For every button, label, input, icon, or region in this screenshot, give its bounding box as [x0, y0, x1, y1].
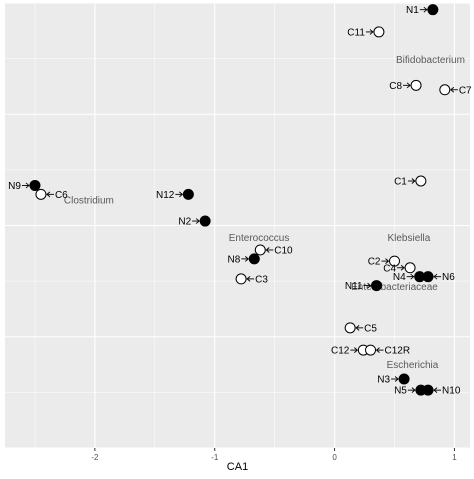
- data-point: [410, 79, 422, 91]
- label-arrowhead: [400, 264, 405, 271]
- annotation-label: Klebsiella: [387, 233, 430, 244]
- data-point: [235, 273, 247, 285]
- data-point: [422, 384, 434, 396]
- annotation-label: Bifidobacterium: [396, 55, 465, 66]
- annotation-label: Enterococcus: [229, 233, 290, 244]
- label-arrowhead: [25, 182, 30, 189]
- data-point: [248, 253, 260, 265]
- data-point: [365, 344, 377, 356]
- data-point: [398, 373, 410, 385]
- data-point: [371, 280, 383, 292]
- point-label: N2: [178, 217, 191, 228]
- data-point: [388, 255, 400, 267]
- label-arrowhead: [411, 387, 416, 393]
- label-arrowhead: [354, 347, 359, 353]
- point-label: N1: [406, 5, 419, 16]
- label-arrowhead: [369, 29, 374, 35]
- point-label: N4: [393, 272, 406, 283]
- annotation-label: Enterobacteriaceae: [351, 282, 438, 293]
- label-arrowhead: [385, 258, 390, 264]
- label-arrowhead: [179, 191, 184, 198]
- data-point: [427, 4, 439, 16]
- data-point: [254, 244, 266, 256]
- label-arrowhead: [450, 86, 455, 93]
- label-arrowhead: [433, 273, 438, 280]
- x-axis-label: CA1: [227, 461, 248, 473]
- data-point: [404, 262, 416, 274]
- data-point: [415, 175, 427, 187]
- data-point: [373, 26, 385, 38]
- point-label: C10: [274, 245, 293, 256]
- point-label: C5: [364, 323, 377, 334]
- label-arrowhead: [410, 273, 415, 280]
- annotations: Bifidobacterium Clostridium Enterococcus Kl…: [64, 55, 465, 371]
- label-arrowhead: [244, 256, 249, 262]
- annotation-label: Escherichia: [387, 360, 439, 371]
- data-point: [182, 188, 194, 200]
- point-label: N9: [8, 181, 21, 192]
- point-label: C2: [368, 257, 381, 268]
- point-label: N3: [377, 375, 390, 386]
- label-arrowhead: [433, 387, 438, 393]
- point-label: C12: [331, 346, 350, 357]
- x-tick-label: -1: [211, 453, 219, 462]
- point-label: N11: [345, 281, 363, 292]
- label-arrowhead: [394, 376, 399, 382]
- x-tick-label: 1: [452, 453, 457, 462]
- data-point: [29, 179, 41, 191]
- point-label: C4: [383, 263, 396, 274]
- point-label: C12R: [385, 346, 411, 357]
- point-label: N6: [442, 272, 455, 283]
- label-arrowhead: [375, 347, 380, 353]
- data-points: [29, 4, 451, 396]
- point-label: C7: [459, 85, 472, 96]
- point-label: N12: [156, 190, 175, 201]
- label-arrowhead: [355, 325, 360, 331]
- label-arrowhead: [265, 247, 270, 253]
- point-label: N8: [227, 254, 240, 265]
- label-arrowhead: [46, 191, 51, 198]
- label-arrowhead: [411, 178, 416, 184]
- label-arrowhead: [246, 276, 251, 282]
- label-arrowhead: [367, 282, 372, 289]
- point-label: C8: [389, 81, 402, 92]
- label-arrowhead: [423, 6, 428, 13]
- point-label: N10: [442, 386, 461, 397]
- data-point: [199, 215, 211, 227]
- x-tick-label: -2: [91, 453, 99, 462]
- data-point: [422, 271, 434, 283]
- point-label: C3: [255, 274, 268, 285]
- x-axis: -2 -1 0 1: [91, 448, 457, 462]
- point-label: C6: [55, 190, 68, 201]
- grid-lines: [5, 2, 470, 449]
- label-arrowhead: [195, 218, 200, 224]
- point-label: N5: [394, 386, 407, 397]
- data-point: [344, 322, 356, 334]
- point-label: C11: [347, 27, 365, 38]
- data-point: [35, 188, 47, 200]
- label-arrowhead: [406, 82, 411, 89]
- x-tick-label: 0: [332, 453, 337, 462]
- annotation-label: Clostridium: [64, 195, 114, 206]
- data-point: [439, 84, 451, 96]
- point-label: C1: [394, 177, 407, 188]
